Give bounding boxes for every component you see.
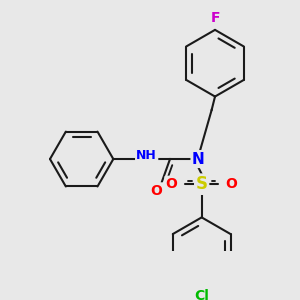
Text: Cl: Cl xyxy=(194,289,209,300)
Text: NH: NH xyxy=(136,149,157,162)
Text: S: S xyxy=(196,175,208,193)
Text: O: O xyxy=(151,184,163,198)
Text: O: O xyxy=(166,177,178,191)
Text: N: N xyxy=(192,152,205,166)
Text: F: F xyxy=(210,11,220,25)
Text: O: O xyxy=(226,177,238,191)
